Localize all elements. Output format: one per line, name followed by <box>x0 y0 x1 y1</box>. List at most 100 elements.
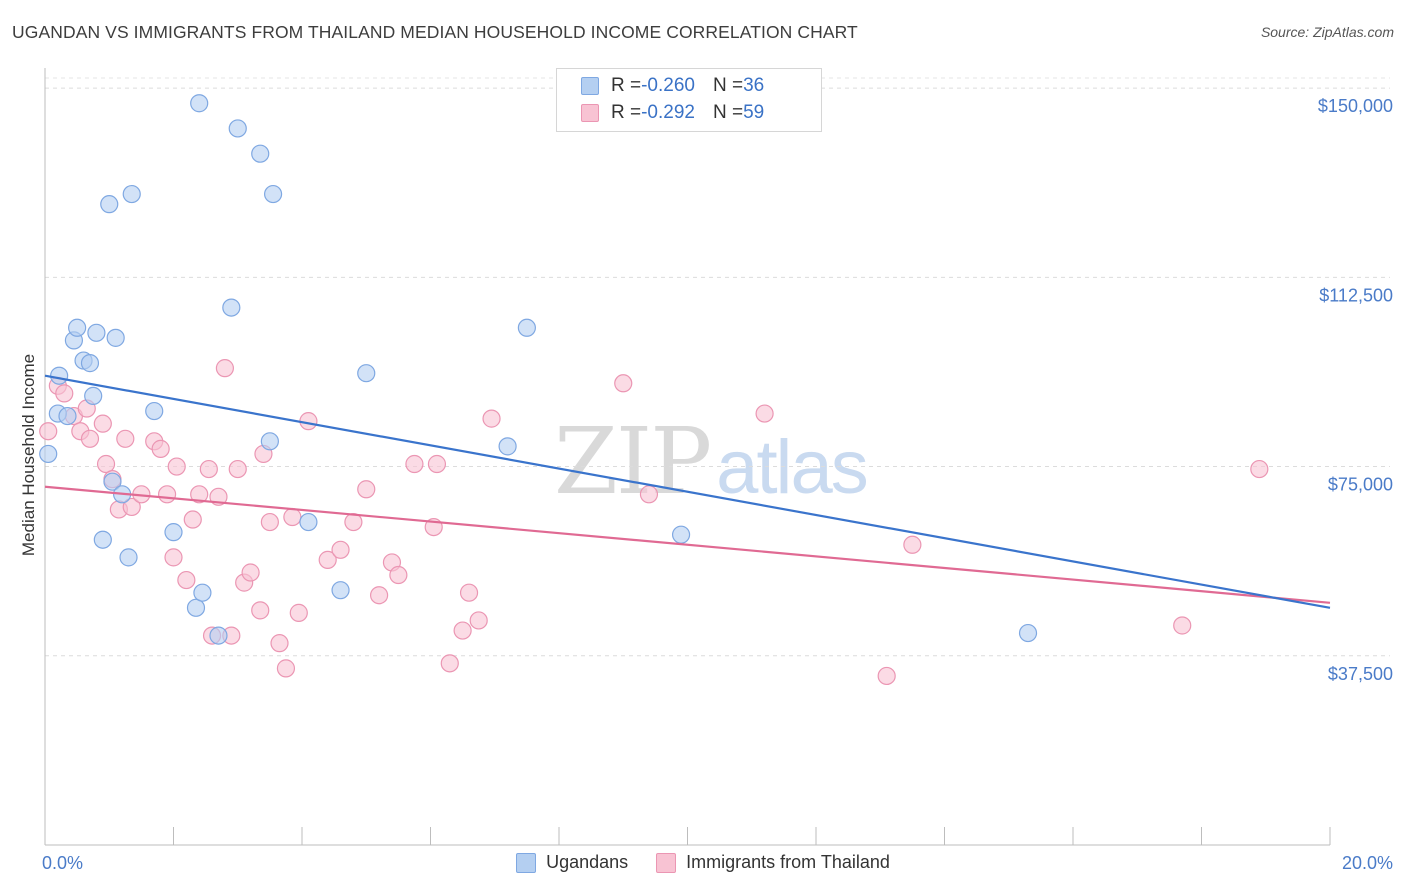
data-point <box>517 318 536 337</box>
data-point <box>215 359 234 378</box>
data-point <box>96 454 116 474</box>
data-point <box>145 401 164 421</box>
data-point <box>498 437 517 456</box>
legend-n-value: 59 <box>743 102 765 123</box>
trend-lines <box>44 374 1331 609</box>
data-point <box>177 570 196 590</box>
data-point <box>209 626 228 645</box>
source-label: Source: ZipAtlas.com <box>1260 24 1394 40</box>
y-axis-label: Median Household Income <box>19 354 38 556</box>
data-point <box>119 548 138 567</box>
legend-swatch-pink <box>581 104 599 122</box>
data-point <box>260 432 279 451</box>
y-tick-label: $37,500 <box>1328 664 1393 684</box>
trend-line-thailand <box>44 485 1331 604</box>
y-tick-label: $75,000 <box>1328 475 1393 495</box>
data-point <box>453 621 472 640</box>
y-tick-label: $112,500 <box>1319 285 1393 305</box>
watermark-atlas: atlas <box>716 425 869 510</box>
data-point <box>190 94 209 113</box>
legend-n-label: N = <box>712 75 744 96</box>
data-point <box>241 563 260 582</box>
data-point <box>299 512 318 532</box>
data-point <box>164 523 183 542</box>
data-point <box>482 409 501 428</box>
data-point <box>39 422 58 441</box>
legend-r-label: R = <box>611 75 642 96</box>
data-point <box>122 184 141 204</box>
data-point <box>228 459 247 479</box>
data-point <box>318 550 337 569</box>
data-point <box>263 184 283 204</box>
data-point <box>199 459 218 479</box>
data-point <box>276 659 296 678</box>
watermark-zip: ZIP <box>554 408 712 515</box>
data-point <box>228 119 247 138</box>
data-point <box>103 472 122 491</box>
data-point <box>167 457 186 476</box>
data-point <box>151 439 170 458</box>
data-point <box>283 507 302 527</box>
data-point <box>1250 459 1269 479</box>
legend-swatch-blue <box>581 77 599 95</box>
legend-label-ugandans: Ugandans <box>546 852 629 872</box>
data-point <box>671 525 691 544</box>
data-point <box>122 497 141 517</box>
data-point <box>331 581 350 600</box>
data-point <box>370 586 389 605</box>
data-point <box>164 548 183 567</box>
legend-row-thailand: R = -0.292 N = 59 <box>581 101 764 125</box>
chart-title: UGANDAN VS IMMIGRANTS FROM THAILAND MEDI… <box>12 22 858 42</box>
legend-item-ugandans: Ugandans <box>516 852 628 873</box>
data-point <box>93 530 112 549</box>
legend-r-value: -0.292 <box>641 102 695 123</box>
series-legend: Ugandans Immigrants from Thailand <box>0 852 1406 873</box>
points-thailand <box>39 359 1269 686</box>
legend-row-ugandans: R = -0.260 N = 36 <box>581 74 764 98</box>
data-point <box>100 195 119 214</box>
data-point <box>877 666 896 686</box>
data-point <box>190 485 209 504</box>
data-point <box>405 454 424 474</box>
data-point <box>58 406 77 426</box>
trend-line-ugandans <box>44 374 1331 609</box>
data-point <box>93 414 112 433</box>
correlation-legend: R = -0.260 N = 36 R = -0.292 N = 59 <box>556 68 822 132</box>
data-point <box>251 144 270 163</box>
legend-swatch-blue <box>516 852 537 873</box>
data-point <box>440 654 459 673</box>
legend-n-value: 36 <box>743 75 765 96</box>
tick-labels: $150,000 $112,500 $75,000 $37,500 0.0% 20.0% <box>42 96 1393 873</box>
data-point <box>469 611 488 630</box>
data-point <box>116 429 135 448</box>
data-point <box>459 583 479 602</box>
data-point <box>289 603 308 622</box>
x-tick-label: 20.0% <box>1342 853 1393 873</box>
data-point <box>157 485 177 504</box>
data-point <box>1173 616 1192 635</box>
data-point <box>357 480 376 499</box>
legend-r-label: R = <box>611 102 642 123</box>
data-point <box>106 328 125 347</box>
data-point <box>193 583 212 602</box>
data-point <box>186 598 206 617</box>
x-tick-label: 0.0% <box>42 853 83 873</box>
data-point <box>84 386 103 406</box>
data-point <box>357 364 376 383</box>
data-point <box>755 404 774 423</box>
legend-swatch-pink <box>656 852 677 873</box>
y-tick-label: $150,000 <box>1318 96 1393 116</box>
data-point <box>389 565 408 585</box>
data-point <box>87 323 106 342</box>
data-point <box>1018 623 1038 643</box>
data-point <box>80 354 100 373</box>
data-point <box>251 601 270 620</box>
axes <box>44 68 1331 846</box>
data-point <box>55 384 74 403</box>
data-point <box>68 318 87 337</box>
data-point <box>260 512 279 532</box>
legend-r-value: -0.260 <box>641 75 695 96</box>
data-point <box>614 374 633 393</box>
legend-label-thailand: Immigrants from Thailand <box>686 852 890 872</box>
